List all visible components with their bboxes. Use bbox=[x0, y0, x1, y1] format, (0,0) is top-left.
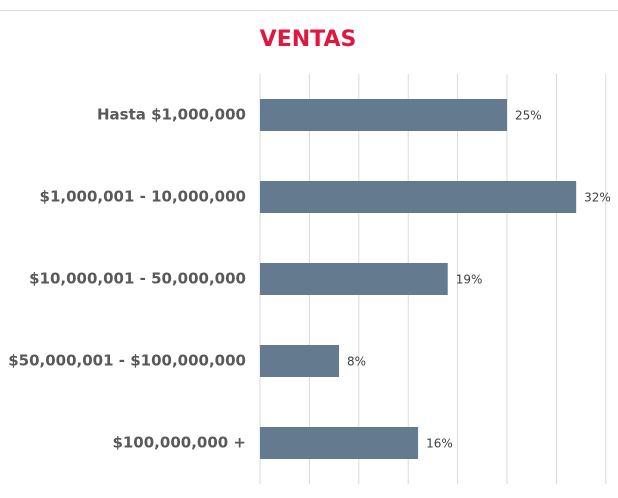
y-tick-label: $100,000,000 + bbox=[112, 434, 246, 452]
data-label: 19% bbox=[456, 273, 483, 287]
bar bbox=[260, 181, 577, 213]
y-tick-label: $1,000,001 - 10,000,000 bbox=[40, 188, 246, 206]
data-label: 25% bbox=[515, 109, 542, 123]
y-tick-label: Hasta $1,000,000 bbox=[97, 106, 246, 124]
y-tick-label: $50,000,001 - $100,000,000 bbox=[8, 352, 246, 370]
bar bbox=[260, 427, 419, 459]
data-label: 32% bbox=[584, 191, 611, 205]
data-label: 16% bbox=[426, 437, 453, 451]
y-tick-label: $10,000,001 - 50,000,000 bbox=[29, 270, 246, 288]
chart-title: VENTAS bbox=[260, 27, 357, 52]
bar bbox=[260, 263, 448, 295]
bar bbox=[260, 345, 340, 377]
data-label: 8% bbox=[347, 355, 366, 369]
bar bbox=[260, 99, 507, 131]
